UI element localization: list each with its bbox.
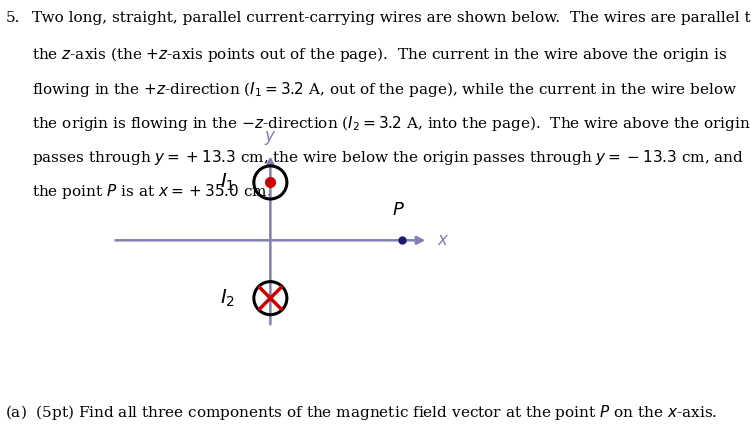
- Text: $x$: $x$: [437, 232, 450, 249]
- Text: the point $P$ is at $x = +35.0$ cm.: the point $P$ is at $x = +35.0$ cm.: [32, 182, 271, 202]
- Text: the $z$-axis (the $+z$-axis points out of the page).  The current in the wire ab: the $z$-axis (the $+z$-axis points out o…: [32, 45, 727, 65]
- Text: (a)  (5pt) Find all three components of the magnetic field vector at the point $: (a) (5pt) Find all three components of t…: [5, 403, 717, 422]
- Text: passes through $y = +13.3$ cm, the wire below the origin passes through $y = -13: passes through $y = +13.3$ cm, the wire …: [32, 148, 743, 167]
- Text: $I_2$: $I_2$: [220, 287, 235, 309]
- Text: flowing in the $+z$-direction ($I_1 = 3.2$ A, out of the page), while the curren: flowing in the $+z$-direction ($I_1 = 3.…: [32, 80, 737, 99]
- Text: $P$: $P$: [391, 201, 405, 219]
- Text: $I_1$: $I_1$: [220, 172, 235, 193]
- Text: $y$: $y$: [264, 129, 276, 147]
- Text: Two long, straight, parallel current-carrying wires are shown below.  The wires : Two long, straight, parallel current-car…: [32, 11, 751, 25]
- Text: the origin is flowing in the $-z$-direction ($I_2 = 3.2$ A, into the page).  The: the origin is flowing in the $-z$-direct…: [32, 114, 750, 133]
- Text: 5.: 5.: [5, 11, 20, 25]
